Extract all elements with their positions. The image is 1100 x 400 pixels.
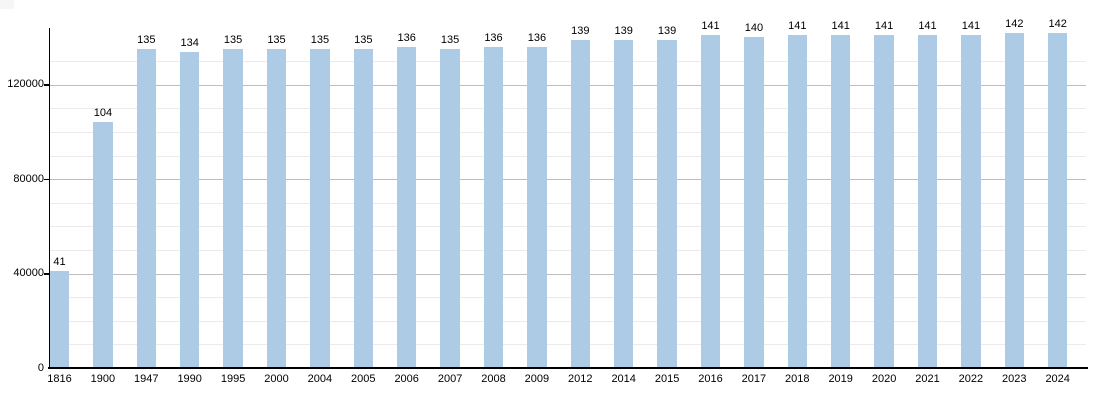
x-axis-tick-label: 2000	[264, 373, 289, 385]
minor-gridline	[50, 131, 1086, 133]
bar-value-label: 139	[614, 24, 633, 37]
y-axis-tick-mark	[44, 178, 50, 181]
corner-artifact	[0, 0, 14, 9]
bar-value-label: 141	[918, 20, 937, 33]
minor-gridline	[50, 202, 1086, 204]
major-gridline	[50, 179, 1086, 181]
bar-1995	[223, 49, 243, 368]
bar-2019	[830, 35, 851, 368]
x-axis-tick-label: 2020	[871, 373, 897, 385]
x-axis-tick-label: 2021	[915, 373, 940, 385]
x-axis-tick-label: 2018	[785, 373, 810, 385]
bar-value-label: 141	[788, 20, 807, 33]
y-axis-tick-label: 40000	[13, 267, 44, 280]
bar-value-label: 142	[1048, 17, 1067, 30]
minor-gridline	[50, 297, 1086, 299]
bar-1816	[49, 271, 70, 368]
major-gridline	[50, 273, 1086, 275]
y-axis-tick-label: 80000	[13, 172, 44, 185]
x-axis-tick-label: 2008	[481, 373, 506, 385]
bar-2008	[483, 46, 504, 368]
bar-2018	[787, 35, 808, 368]
minor-gridline	[50, 320, 1086, 322]
bar-2023	[1004, 32, 1025, 368]
bar-2009	[527, 46, 547, 368]
bar-value-label: 136	[397, 31, 416, 44]
x-axis-tick-label: 2006	[394, 373, 419, 385]
bar-value-label: 135	[223, 34, 243, 47]
minor-gridline	[50, 249, 1086, 251]
x-axis-tick-label: 1947	[134, 373, 159, 385]
minor-gridline	[50, 108, 1086, 110]
x-axis-tick-label: 1816	[47, 373, 72, 385]
x-axis-tick-label: 2005	[351, 373, 376, 385]
minor-gridline	[50, 344, 1086, 346]
x-axis-tick-label: 1995	[220, 373, 246, 385]
bar-2017	[744, 37, 764, 368]
bar-value-label: 139	[657, 24, 677, 37]
x-axis-tick-label: 2017	[741, 373, 767, 385]
bar-value-label: 136	[484, 31, 503, 44]
bar-2024	[1047, 32, 1068, 368]
x-axis-tick-label: 2019	[828, 373, 853, 385]
bar-value-label: 104	[93, 107, 113, 120]
bar-2004	[310, 49, 330, 368]
x-axis-line	[48, 367, 1088, 369]
bar-value-label: 135	[310, 34, 330, 47]
bar-value-label: 141	[831, 20, 850, 33]
bar-value-label: 135	[267, 34, 286, 47]
minor-gridline	[50, 226, 1086, 228]
bar-value-label: 41	[53, 256, 66, 269]
bar-2000	[266, 49, 287, 368]
y-axis-tick-label: 0	[37, 361, 44, 374]
bar-1990	[179, 51, 200, 368]
bar-1900	[93, 122, 113, 368]
bar-value-label: 135	[137, 34, 156, 47]
x-axis-tick-label: 1990	[177, 373, 202, 385]
bar-value-label: 142	[1005, 17, 1024, 30]
bar-value-label: 141	[874, 20, 894, 33]
bar-2014	[613, 39, 634, 368]
bar-value-label: 135	[440, 34, 460, 47]
bar-2012	[570, 39, 591, 368]
y-axis-tick-mark	[44, 84, 50, 86]
y-axis-line	[48, 28, 51, 369]
bar-2021	[917, 35, 938, 368]
x-axis-tick-label: 1900	[90, 373, 116, 385]
bar-2015	[657, 39, 677, 368]
minor-gridline	[50, 155, 1086, 157]
bar-value-label: 136	[527, 31, 547, 44]
x-axis-tick-label: 2022	[958, 373, 984, 385]
bar-2005	[353, 49, 374, 368]
x-axis-tick-label: 2024	[1045, 373, 1070, 385]
x-axis-tick-label: 2004	[307, 373, 333, 385]
major-gridline	[50, 84, 1086, 86]
bar-value-label: 134	[180, 36, 199, 49]
x-axis-tick-label: 2012	[568, 373, 593, 385]
bar-value-label: 135	[354, 34, 373, 47]
bar-2006	[396, 46, 417, 368]
bar-value-label: 141	[701, 20, 720, 33]
bar-value-label: 140	[744, 22, 764, 35]
bar-value-label: 141	[961, 20, 981, 33]
bar-2007	[440, 49, 460, 368]
minor-gridline	[50, 61, 1086, 63]
x-axis-tick-label: 2016	[698, 373, 723, 385]
plot-area: 41 104 135 134 135 135 135 135 136 135 136 136 139 13…	[49, 18, 1086, 368]
bar-2022	[961, 35, 981, 368]
bar-2020	[874, 35, 894, 368]
bar-2016	[700, 35, 721, 368]
bar-value-label: 139	[571, 24, 590, 37]
x-axis-tick-label: 2015	[654, 373, 680, 385]
y-axis-tick-label: 120000	[7, 78, 44, 91]
y-axis-tick-mark	[44, 273, 50, 275]
x-axis-tick-label: 2023	[1002, 373, 1027, 385]
x-axis-tick-label: 2007	[437, 373, 463, 385]
bar-1947	[136, 49, 157, 368]
x-axis-tick-label: 2014	[611, 373, 636, 385]
x-axis-tick-label: 2009	[524, 373, 550, 385]
